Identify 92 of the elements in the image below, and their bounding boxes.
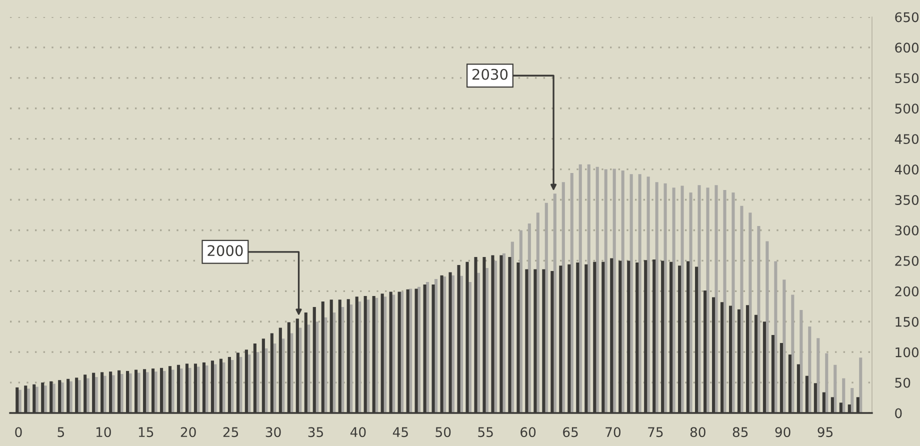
bar xyxy=(800,310,803,413)
bar xyxy=(638,174,642,413)
x-tick-label: 85 xyxy=(732,427,748,438)
x-tick-label: 60 xyxy=(520,427,536,438)
bar xyxy=(52,384,56,413)
bar xyxy=(128,373,132,413)
y-tick-label: 150 xyxy=(896,316,919,327)
y-tick-label: 400 xyxy=(894,164,919,175)
x-tick-label: 0 xyxy=(15,427,22,438)
bar xyxy=(536,212,540,413)
x-tick-label: 55 xyxy=(478,427,493,438)
bar xyxy=(672,188,676,413)
bar xyxy=(732,192,735,413)
bar xyxy=(154,372,158,413)
bar xyxy=(553,194,556,413)
bar xyxy=(680,186,684,413)
bar xyxy=(494,260,497,413)
bar xyxy=(604,169,608,413)
bar xyxy=(86,378,90,413)
bar xyxy=(842,378,846,413)
bar xyxy=(578,164,582,413)
x-tick-label: 90 xyxy=(775,427,790,438)
bar xyxy=(528,224,531,413)
x-tick-label: 10 xyxy=(96,427,111,438)
x-tick-label: 5 xyxy=(58,427,64,438)
bar xyxy=(723,190,726,413)
x-tick-label: 15 xyxy=(138,427,154,438)
y-tick-label: 350 xyxy=(895,194,919,205)
y-tick-label: 500 xyxy=(895,104,919,114)
bar xyxy=(706,188,710,413)
bar xyxy=(630,174,633,413)
y-tick-label: 650 xyxy=(895,12,919,22)
y-tick-label: 300 xyxy=(895,225,919,236)
annotation: 2030 xyxy=(472,68,508,80)
bar xyxy=(510,242,514,413)
x-tick-label: 95 xyxy=(818,427,833,438)
bar xyxy=(120,374,124,413)
bar xyxy=(18,390,22,413)
x-tick-label: 70 xyxy=(606,427,620,438)
x-tick-label: 45 xyxy=(392,427,408,438)
x-tick-label: 30 xyxy=(266,427,281,438)
bar xyxy=(94,377,98,413)
x-tick-label: 40 xyxy=(350,427,366,438)
bar xyxy=(714,185,718,413)
bar xyxy=(570,172,574,413)
bar xyxy=(689,192,692,413)
y-tick-label: 200 xyxy=(895,286,919,296)
x-tick-label: 80 xyxy=(690,427,706,438)
y-tick-label: 450 xyxy=(894,134,919,144)
y-tick-label: 100 xyxy=(896,347,919,358)
y-tick-label: 600 xyxy=(895,42,919,53)
x-tick-label: 20 xyxy=(180,427,196,438)
bar xyxy=(612,168,616,413)
annotation: 2000 xyxy=(208,245,243,256)
bar xyxy=(69,381,72,413)
bar xyxy=(78,380,81,413)
bar xyxy=(26,388,30,413)
bar xyxy=(162,370,166,413)
bar xyxy=(850,388,854,413)
bar xyxy=(621,170,624,413)
bar xyxy=(112,375,115,413)
bar xyxy=(646,176,650,413)
y-tick-label: 550 xyxy=(895,73,919,84)
bar xyxy=(664,183,667,413)
y-tick-label: 50 xyxy=(895,378,910,388)
bar xyxy=(740,206,744,413)
x-tick-label: 35 xyxy=(308,427,323,438)
x-tick-label: 65 xyxy=(563,427,578,438)
y-tick-label: 250 xyxy=(895,256,919,266)
bar xyxy=(698,185,701,413)
x-tick-label: 50 xyxy=(436,427,451,438)
bar xyxy=(655,182,658,413)
bar xyxy=(137,372,140,413)
bar xyxy=(146,372,149,413)
y-tick-label: 0 xyxy=(895,408,902,418)
bar xyxy=(816,338,820,413)
x-tick-label: 75 xyxy=(648,427,663,438)
bar xyxy=(596,166,599,413)
bar xyxy=(44,386,47,413)
bar xyxy=(825,353,828,413)
bar xyxy=(859,358,862,413)
x-tick-label: 25 xyxy=(223,427,238,438)
bar xyxy=(808,326,812,413)
bar xyxy=(834,364,837,413)
bar xyxy=(562,182,565,413)
bar xyxy=(544,202,548,413)
bar xyxy=(60,382,64,413)
bar xyxy=(103,376,106,413)
bar xyxy=(35,386,38,413)
bar xyxy=(519,230,522,413)
bar xyxy=(587,164,590,413)
bar xyxy=(502,253,506,413)
